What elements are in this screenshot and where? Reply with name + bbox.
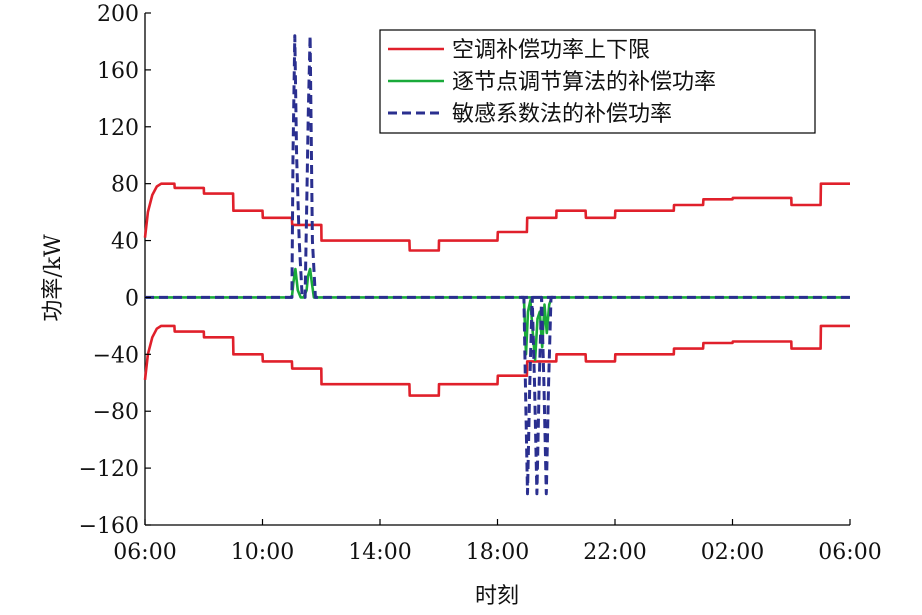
series-line-3-burst [521, 295, 554, 496]
x-tick-label: 22:00 [583, 540, 646, 565]
legend-box [379, 29, 816, 134]
y-tick-label: 40 [111, 230, 139, 255]
series-line-2-main [145, 267, 850, 299]
y-tick-label: −160 [79, 514, 139, 539]
series-line-1-lower [143, 324, 850, 397]
y-axis-label: 功率/kW [41, 234, 66, 322]
x-tick-label: 18:00 [466, 540, 529, 565]
series-line-2-burst [521, 296, 554, 362]
legend-label-3: 敏感系数法的补偿功率 [452, 102, 672, 127]
series-line-1-upper [143, 182, 850, 252]
x-tick-label: 02:00 [701, 540, 764, 565]
y-tick-label: −120 [79, 457, 139, 482]
x-axis-label: 时刻 [475, 584, 519, 609]
y-tick-label: 120 [97, 116, 139, 141]
x-tick-label: 06:00 [113, 540, 176, 565]
y-tick-label: −80 [93, 400, 139, 425]
y-tick-label: 200 [97, 2, 139, 27]
y-tick-label: 80 [111, 173, 139, 198]
x-tick-label: 14:00 [348, 540, 411, 565]
y-tick-label: 160 [97, 59, 139, 84]
series-layer [143, 34, 850, 496]
legend-label-1: 空调补偿功率上下限 [452, 38, 650, 63]
y-tick-label: 0 [125, 286, 139, 311]
x-tick-label: 06:00 [818, 540, 881, 565]
ticks-layer: −160 −120 −80 −40 0 40 80 120 160 200 06:00 10:00 14… [79, 2, 882, 565]
legend-label-2: 逐节点调节算法的补偿功率 [452, 70, 716, 95]
y-tick-label: −40 [93, 343, 139, 368]
x-tick-label: 10:00 [231, 540, 294, 565]
series-line-3-main [145, 34, 850, 299]
